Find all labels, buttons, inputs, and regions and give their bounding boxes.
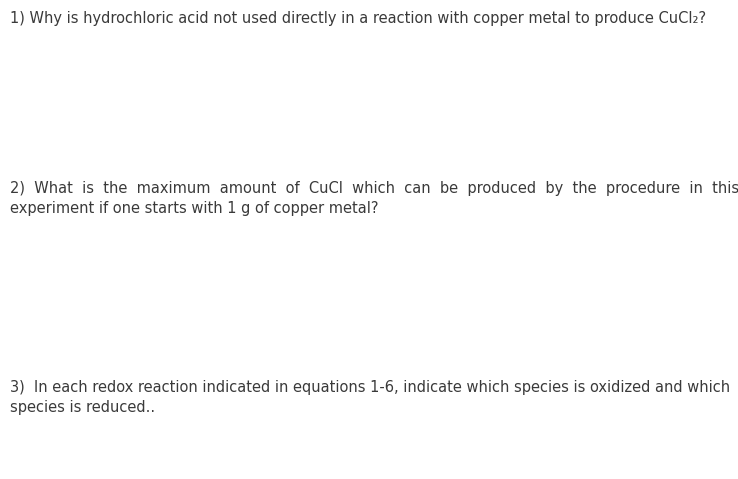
Text: 1) Why is hydrochloric acid not used directly in a reaction with copper metal to: 1) Why is hydrochloric acid not used dir… — [10, 11, 706, 25]
Text: 3)  In each redox reaction indicated in equations 1-6, indicate which species is: 3) In each redox reaction indicated in e… — [10, 380, 730, 415]
Text: 2)  What  is  the  maximum  amount  of  CuCl  which  can  be  produced  by  the : 2) What is the maximum amount of CuCl wh… — [10, 181, 738, 216]
